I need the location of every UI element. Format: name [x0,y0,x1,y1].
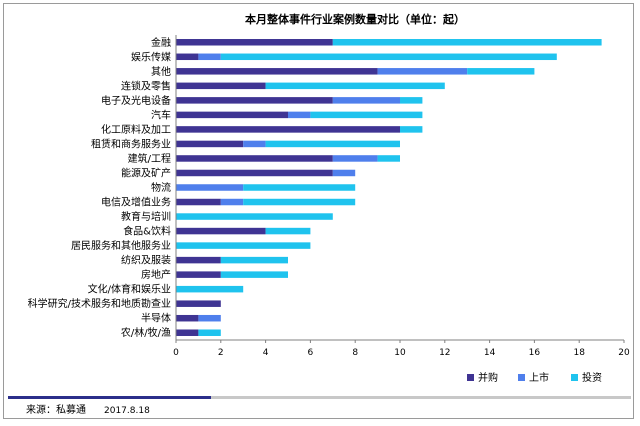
category-label: 娱乐传媒 [131,50,171,63]
bar-segment-series-2 [176,184,244,191]
bar-segment-series-2 [220,198,244,206]
bar-segment-series-2 [288,111,311,119]
bar-segment-series-1 [176,155,333,162]
x-tick-label: 0 [173,348,179,358]
bar-segment-series-1 [176,256,221,264]
bar-segment-series-1 [176,82,266,90]
category-label: 教育与培训 [121,210,171,223]
bar-segment-series-2 [332,169,356,177]
bar-segment-series-3 [243,198,356,206]
x-tick-label: 16 [529,348,541,358]
bar-segment-series-3 [220,256,288,264]
bar-segment-series-3 [400,97,423,104]
bar-segment-series-3 [220,53,557,61]
bar-segment-series-3 [198,329,221,336]
bar-segment-series-1 [176,126,400,133]
bar-segment-series-1 [176,314,199,322]
bar-segment-series-1 [176,111,288,119]
legend-swatch-series-1 [467,374,474,381]
category-label: 建筑/工程 [128,152,171,165]
bar-segment-series-3 [265,140,400,148]
category-label: 金融 [151,36,171,49]
footer-accent-bar [8,396,211,399]
bar-segment-series-2 [243,140,266,148]
x-tick-label: 20 [618,348,630,358]
footer-gray-bar [211,396,631,399]
source-date: 2017.8.18 [104,406,150,416]
bar-segment-series-2 [198,53,221,61]
bar-segment-series-1 [176,97,333,104]
category-label: 物流 [151,181,171,194]
bar-segment-series-2 [332,97,400,104]
bar-segment-series-1 [176,198,221,206]
bar-segment-series-2 [332,155,378,162]
x-tick-label: 10 [394,348,406,358]
chart-title: 本月整体事件行业案例数量对比（单位：起） [245,12,465,26]
category-label: 其他 [151,65,171,78]
category-label: 半导体 [141,312,171,325]
bar-segment-series-3 [377,155,400,162]
category-label: 连锁及零售 [121,79,171,92]
category-label: 租赁和商务服务业 [91,137,171,150]
bar-segment-series-3 [243,184,356,191]
bar-segment-series-3 [176,285,244,293]
bar-segment-series-3 [265,227,311,235]
bar-segment-series-1 [176,329,199,336]
bar-segment-series-1 [176,300,221,307]
bar-segment-series-3 [176,242,311,249]
bar-segment-series-1 [176,140,244,148]
legend-label-series-1: 并购 [478,371,498,384]
source-note: 来源：私募通 2017.8.18 [26,401,150,416]
category-label: 居民服务和其他服务业 [71,239,171,252]
bar-segment-series-3 [176,213,333,220]
category-label: 能源及矿产 [121,166,171,179]
legend-label-series-2: 上市 [529,371,549,384]
bar-segment-series-3 [265,82,445,90]
category-label: 汽车 [151,108,171,121]
x-tick-label: 12 [439,348,450,358]
legend-label-series-3: 投资 [582,371,602,384]
bar-segment-series-3 [467,68,535,75]
x-tick-label: 14 [484,348,496,358]
category-label: 食品&饮料 [123,225,171,238]
bar-segment-series-1 [176,39,333,46]
x-tick-label: 4 [263,348,269,358]
bar-segment-series-3 [400,126,423,133]
legend-swatch-series-2 [518,374,525,381]
category-label: 纺织及服装 [121,254,171,267]
source-label: 来源：私募通 [26,405,86,416]
x-tick-label: 8 [352,348,358,358]
x-tick-label: 2 [218,348,224,358]
legend-swatch-series-3 [571,374,578,381]
category-label: 农/林/牧/渔 [121,326,171,339]
bar-segment-series-1 [176,271,221,278]
bar-segment-series-3 [310,111,423,119]
category-label: 房地产 [141,268,171,281]
bar-segment-series-2 [377,68,468,75]
bar-segment-series-3 [220,271,288,278]
bar-segment-series-1 [176,227,266,235]
bar-segment-series-3 [332,39,602,46]
category-label: 文化/体育和娱乐业 [88,283,171,296]
category-label: 化工原料及加工 [101,123,171,136]
bar-segment-series-1 [176,169,333,177]
bar-segment-series-2 [198,314,221,322]
bar-segment-series-1 [176,53,199,61]
category-label: 电子及光电设备 [101,94,171,107]
x-tick-label: 18 [573,348,585,358]
x-tick-label: 6 [308,348,314,358]
bar-segment-series-1 [176,68,378,75]
category-label: 科学研究/技术服务和地质勘查业 [28,297,171,310]
category-label: 电信及增值业务 [101,196,171,209]
